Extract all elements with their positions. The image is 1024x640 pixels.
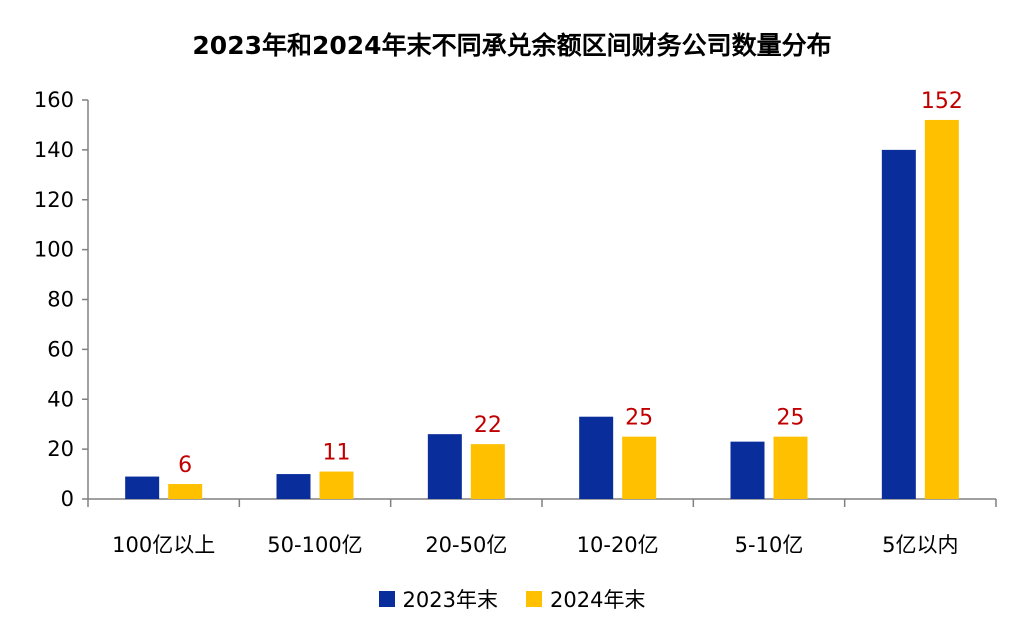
bar-chart: 0 20 40 60 80 100 120 140 160 100亿以上 50-100亿 20-50… bbox=[34, 88, 997, 557]
x-category-label: 10-20亿 bbox=[577, 533, 659, 557]
bar-2024 bbox=[773, 436, 808, 499]
bars bbox=[125, 119, 959, 499]
data-label: 6 bbox=[178, 453, 192, 478]
legend-swatch-2024 bbox=[526, 591, 542, 607]
bar-2023 bbox=[427, 434, 462, 499]
bar-2023 bbox=[579, 416, 614, 499]
legend-item-2023: 2023年末 bbox=[378, 584, 498, 614]
y-axis: 0 20 40 60 80 100 120 140 160 bbox=[34, 88, 89, 511]
bar-2023 bbox=[125, 476, 160, 499]
bar-2023 bbox=[276, 474, 311, 499]
y-tick-label: 80 bbox=[47, 288, 74, 312]
chart-title: 2023年和2024年末不同承兑余额区间财务公司数量分布 bbox=[192, 31, 832, 60]
y-tick-label: 160 bbox=[34, 88, 74, 112]
legend-item-2024: 2024年末 bbox=[526, 584, 645, 614]
data-label: 152 bbox=[921, 89, 963, 114]
y-tick-label: 0 bbox=[61, 487, 74, 511]
legend-label-2024: 2024年末 bbox=[550, 588, 646, 612]
data-labels: 6 11 22 25 25 152 bbox=[178, 89, 963, 478]
bar-2024 bbox=[622, 436, 657, 499]
data-label: 11 bbox=[323, 441, 351, 466]
y-tick-label: 60 bbox=[47, 337, 74, 361]
y-tick-label: 20 bbox=[47, 437, 74, 461]
data-label: 25 bbox=[625, 406, 653, 431]
bar-2024 bbox=[470, 444, 505, 499]
bar-2023 bbox=[881, 149, 916, 499]
x-category-label: 50-100亿 bbox=[267, 533, 362, 557]
y-tick-label: 120 bbox=[34, 188, 74, 212]
legend-swatch-2023 bbox=[378, 591, 395, 607]
x-category-label: 100亿以上 bbox=[112, 533, 215, 557]
bar-2023 bbox=[730, 441, 765, 499]
data-label: 22 bbox=[474, 413, 502, 438]
y-tick-label: 140 bbox=[34, 138, 74, 162]
x-category-label: 5亿以内 bbox=[882, 533, 958, 557]
y-tick-label: 100 bbox=[34, 238, 74, 262]
bar-2024 bbox=[924, 119, 959, 499]
x-axis: 100亿以上 50-100亿 20-50亿 10-20亿 5-10亿 5亿以内 bbox=[87, 498, 997, 557]
y-tick-label: 40 bbox=[47, 387, 74, 411]
data-label: 25 bbox=[777, 406, 805, 431]
bar-2024 bbox=[319, 471, 354, 499]
legend-label-2023: 2023年末 bbox=[402, 588, 498, 612]
x-category-label: 20-50亿 bbox=[425, 533, 507, 557]
bar-2024 bbox=[168, 484, 203, 499]
legend: 2023年末 2024年末 bbox=[0, 584, 1024, 614]
x-category-label: 5-10亿 bbox=[735, 533, 804, 557]
